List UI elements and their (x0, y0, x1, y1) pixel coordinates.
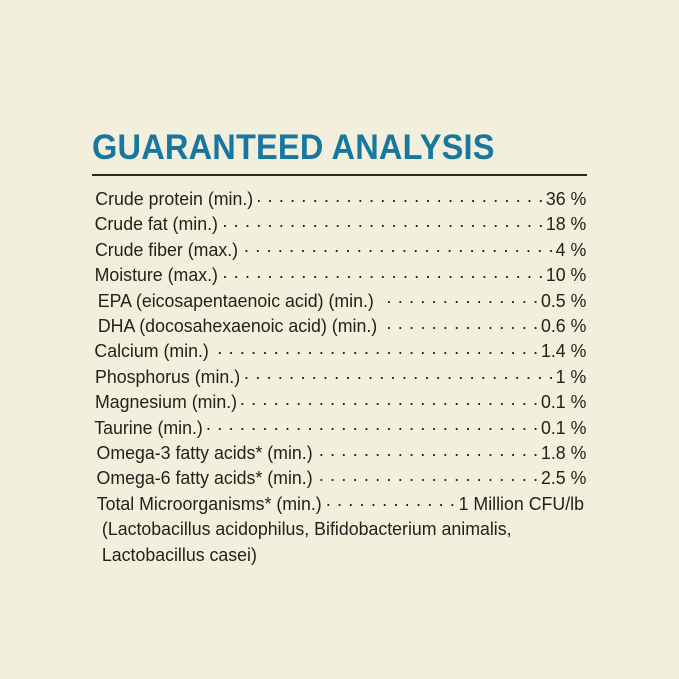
table-row: Omega-6 fatty acids* (min.) 2.5 % (92, 465, 587, 490)
page-title: GUARANTEED ANALYSIS (92, 128, 495, 167)
table-row: Crude fiber (max.) 4 % (92, 237, 587, 262)
dot-leader (258, 187, 544, 206)
table-row: Magnesium (min.) 0.1 % (92, 389, 587, 414)
row-value: 4 % (555, 238, 587, 260)
analysis-row-list: Crude protein (min.) 36 % Crude fat (min… (92, 186, 587, 516)
table-row: Moisture (max.) 10 % (92, 262, 587, 287)
row-value: 1.4 % (540, 340, 587, 362)
row-value: 0.1 % (540, 391, 587, 413)
row-label: Crude fat (min.) (94, 213, 218, 235)
title-divider (92, 174, 587, 176)
table-row: Taurine (min.) 0.1 % (92, 415, 587, 440)
table-row: Omega-3 fatty acids* (min.) 1.8 % (92, 440, 587, 465)
guaranteed-analysis-panel: GUARANTEED ANALYSIS Crude protein (min.)… (92, 130, 587, 567)
dot-leader (318, 441, 539, 460)
row-label: Crude protein (min.) (95, 188, 254, 209)
row-value: 0.5 % (540, 289, 587, 311)
row-value: 36 % (545, 188, 587, 209)
dot-leader (241, 390, 539, 409)
table-row: Crude fat (min.) 18 % (92, 211, 587, 236)
table-row: EPA (eicosapentaenoic acid) (min.) 0.5 % (92, 288, 587, 313)
row-value: 2.5 % (540, 467, 587, 489)
row-value: 18 % (545, 213, 587, 235)
dot-leader (222, 263, 544, 282)
row-label: Moisture (max.) (94, 264, 218, 286)
row-value: 1 % (555, 365, 587, 387)
microorganism-strains-line-1: (Lactobacillus acidophilus, Bifidobacter… (101, 518, 512, 540)
table-row: Crude protein (min.) 36 % (92, 186, 587, 211)
row-label: Omega-3 fatty acids* (min.) (96, 442, 313, 464)
row-label: Total Microorganisms* (min.) (96, 492, 322, 514)
row-value: 0.1 % (540, 416, 587, 438)
dot-leader (318, 466, 539, 485)
dot-leader (206, 415, 539, 434)
table-row: Phosphorus (min.) 1 % (92, 364, 587, 389)
row-label: EPA (eicosapentaenoic acid) (min.) (97, 289, 374, 311)
dot-leader (212, 339, 538, 358)
row-label: Taurine (min.) (94, 416, 203, 438)
row-value: 1.8 % (540, 442, 587, 464)
row-value: 10 % (545, 264, 587, 286)
dot-leader (327, 491, 455, 510)
table-row: DHA (docosahexaenoic acid) (min.) 0.6 % (92, 313, 587, 338)
dot-leader (242, 237, 554, 256)
row-label: Crude fiber (max.) (94, 238, 239, 260)
table-row: Calcium (min.) 1.4 % (92, 338, 587, 363)
row-label: Calcium (min.) (94, 340, 209, 362)
row-value: 0.6 % (540, 315, 587, 337)
table-row: Total Microorganisms* (min.) 1 Million C… (92, 491, 587, 516)
row-label: Magnesium (min.) (94, 391, 238, 413)
row-label: Omega-6 fatty acids* (min.) (96, 467, 313, 489)
dot-leader (222, 212, 544, 231)
dot-leader (381, 288, 539, 307)
row-value: 1 Million CFU/lb (459, 492, 585, 514)
dot-leader (384, 314, 539, 333)
microorganism-strains-line-2: Lactobacillus casei) (101, 543, 257, 565)
row-label: DHA (docosahexaenoic acid) (min.) (97, 315, 378, 337)
row-label: Phosphorus (min.) (95, 365, 241, 387)
dot-leader (244, 364, 554, 383)
